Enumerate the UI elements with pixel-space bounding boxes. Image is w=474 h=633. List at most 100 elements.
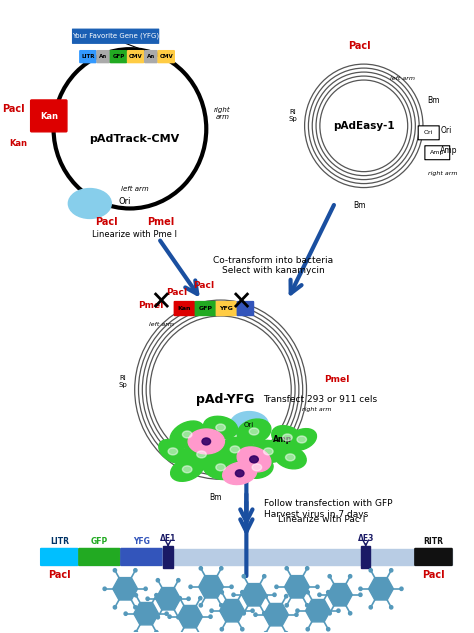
Text: PacI: PacI — [2, 104, 25, 114]
Ellipse shape — [171, 458, 204, 481]
Text: PacI: PacI — [422, 570, 445, 580]
Circle shape — [348, 611, 352, 615]
Text: right arm: right arm — [428, 171, 457, 176]
Text: Ori: Ori — [440, 127, 452, 135]
Circle shape — [241, 591, 244, 594]
Circle shape — [328, 611, 331, 615]
Circle shape — [328, 575, 331, 578]
Text: PacI: PacI — [166, 287, 187, 297]
Ellipse shape — [202, 455, 238, 480]
Text: PmeI: PmeI — [147, 217, 174, 227]
Ellipse shape — [68, 189, 111, 218]
Ellipse shape — [297, 436, 307, 443]
Text: left arm: left arm — [149, 322, 174, 327]
Text: ΔE1: ΔE1 — [160, 534, 176, 542]
Circle shape — [327, 627, 330, 631]
Ellipse shape — [188, 429, 224, 454]
Circle shape — [232, 593, 235, 596]
Text: RI
Sp: RI Sp — [288, 110, 297, 122]
Ellipse shape — [285, 454, 295, 461]
Ellipse shape — [216, 424, 225, 431]
Circle shape — [219, 567, 223, 570]
Polygon shape — [178, 606, 202, 628]
Circle shape — [390, 606, 393, 609]
Text: pAdEasy-1: pAdEasy-1 — [333, 121, 394, 131]
Circle shape — [306, 627, 310, 631]
Text: GFP: GFP — [198, 306, 212, 311]
Circle shape — [144, 587, 147, 591]
Text: Ori: Ori — [244, 422, 255, 427]
FancyBboxPatch shape — [31, 100, 67, 132]
Circle shape — [230, 585, 233, 589]
FancyBboxPatch shape — [415, 548, 452, 565]
Polygon shape — [155, 587, 181, 610]
Text: PacI: PacI — [348, 41, 370, 51]
Circle shape — [306, 604, 309, 607]
Circle shape — [306, 567, 309, 570]
Bar — [41, 549, 452, 565]
Circle shape — [296, 609, 299, 612]
Circle shape — [327, 591, 330, 594]
Text: LITR: LITR — [50, 537, 69, 546]
Text: right
arm: right arm — [214, 108, 230, 120]
FancyBboxPatch shape — [121, 548, 162, 565]
Circle shape — [318, 593, 321, 596]
Circle shape — [199, 604, 202, 607]
Bar — [164, 546, 173, 568]
Text: left arm: left arm — [121, 185, 148, 192]
Circle shape — [390, 568, 393, 572]
Text: Kan: Kan — [40, 113, 58, 122]
Circle shape — [369, 568, 373, 572]
Circle shape — [155, 594, 158, 597]
Circle shape — [134, 568, 137, 572]
FancyBboxPatch shape — [80, 51, 96, 63]
Polygon shape — [113, 577, 137, 600]
Circle shape — [316, 585, 319, 589]
Text: PmeI: PmeI — [324, 375, 349, 384]
Text: YFG: YFG — [133, 537, 150, 546]
Circle shape — [156, 615, 159, 619]
FancyBboxPatch shape — [128, 51, 144, 63]
Circle shape — [113, 606, 117, 609]
FancyBboxPatch shape — [97, 51, 109, 63]
Circle shape — [273, 593, 276, 596]
Text: Bm: Bm — [210, 492, 222, 502]
FancyBboxPatch shape — [237, 301, 254, 315]
Text: PacI: PacI — [48, 570, 71, 580]
Circle shape — [242, 611, 246, 615]
FancyBboxPatch shape — [73, 29, 159, 43]
Ellipse shape — [252, 464, 262, 471]
Text: left arm: left arm — [390, 75, 415, 80]
Ellipse shape — [251, 441, 285, 463]
Ellipse shape — [264, 448, 273, 455]
Ellipse shape — [185, 442, 219, 467]
Circle shape — [177, 579, 180, 582]
Text: Ori: Ori — [118, 197, 131, 206]
Circle shape — [359, 593, 362, 596]
FancyBboxPatch shape — [110, 51, 127, 63]
Text: PacI: PacI — [95, 217, 118, 227]
Circle shape — [295, 613, 298, 617]
Circle shape — [165, 612, 168, 615]
Circle shape — [263, 611, 266, 615]
Ellipse shape — [274, 446, 306, 469]
Text: pAd-YFG: pAd-YFG — [196, 393, 255, 406]
Text: An: An — [99, 54, 107, 59]
Circle shape — [242, 575, 246, 578]
Circle shape — [264, 632, 267, 633]
Circle shape — [254, 613, 257, 617]
Circle shape — [219, 604, 223, 607]
Text: An: An — [147, 54, 155, 59]
Circle shape — [134, 630, 137, 633]
Text: Amp: Amp — [273, 435, 292, 444]
Circle shape — [241, 627, 244, 631]
Text: RI
Sp: RI Sp — [118, 375, 127, 388]
Bar — [361, 546, 371, 568]
Circle shape — [168, 615, 171, 618]
Circle shape — [155, 630, 158, 633]
Ellipse shape — [250, 456, 258, 463]
Ellipse shape — [217, 437, 253, 461]
Circle shape — [199, 567, 202, 570]
Ellipse shape — [241, 456, 273, 479]
Text: YFG: YFG — [219, 306, 233, 311]
